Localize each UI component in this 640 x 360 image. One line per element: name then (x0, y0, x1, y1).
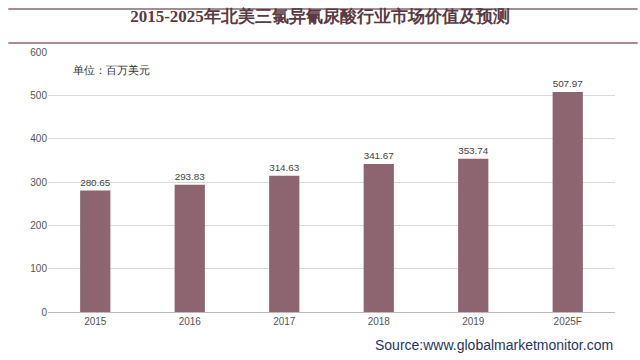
svg-text:2016: 2016 (179, 316, 202, 327)
svg-text:400: 400 (30, 133, 47, 144)
svg-text:300: 300 (30, 177, 47, 188)
svg-text:2017: 2017 (273, 316, 296, 327)
svg-text:293.83: 293.83 (175, 171, 206, 182)
svg-text:Source:www.globalmarketmonitor: Source:www.globalmarketmonitor.com (375, 337, 613, 353)
svg-text:0: 0 (41, 307, 47, 318)
svg-text:353.74: 353.74 (458, 145, 489, 156)
svg-text:2018: 2018 (368, 316, 391, 327)
svg-text:100: 100 (30, 263, 47, 274)
svg-text:2015-2025年北美三氯异氰尿酸行业市场价值及预测: 2015-2025年北美三氯异氰尿酸行业市场价值及预测 (130, 7, 510, 26)
svg-text:280.65: 280.65 (80, 177, 111, 188)
svg-text:507.97: 507.97 (553, 78, 583, 89)
svg-text:2025F: 2025F (554, 316, 582, 327)
svg-text:341.67: 341.67 (364, 150, 394, 161)
svg-text:314.63: 314.63 (269, 162, 300, 173)
svg-text:200: 200 (30, 220, 47, 231)
svg-text:2015: 2015 (84, 316, 107, 327)
svg-text:500: 500 (30, 90, 47, 101)
svg-text:2019: 2019 (462, 316, 485, 327)
svg-text:单位：百万美元: 单位：百万美元 (73, 64, 150, 76)
svg-text:600: 600 (30, 47, 47, 58)
